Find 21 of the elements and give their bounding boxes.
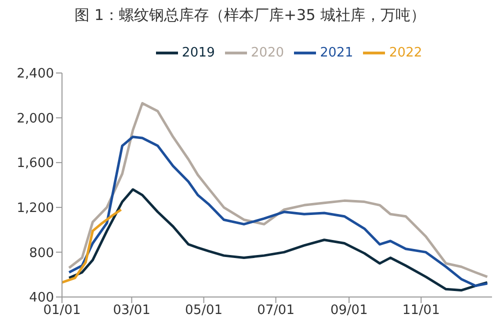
- y-tick-label: 1,200: [16, 201, 54, 216]
- chart-title: 图 1：螺纹钢总库存（样本厂库+35 城社库，万吨）: [74, 5, 426, 26]
- legend-label: 2021: [320, 46, 354, 61]
- line-series: [68, 102, 489, 278]
- x-tick-label: 05/01: [185, 303, 222, 318]
- y-tick-label: 2,000: [16, 111, 54, 126]
- line-series: [62, 208, 122, 284]
- x-tick-label: 01/01: [43, 303, 81, 318]
- x-tick-label: 11/01: [402, 303, 440, 318]
- y-tick-label: 800: [29, 246, 54, 261]
- y-tick-label: 400: [29, 290, 54, 306]
- x-tick-label: 03/01: [112, 303, 150, 318]
- line-series: [68, 188, 489, 292]
- x-tick-label: 07/01: [257, 303, 295, 318]
- legend-label: 2019: [182, 46, 215, 61]
- line-series: [68, 136, 489, 288]
- x-tick-label: 09/01: [330, 303, 368, 318]
- legend-label: 2020: [250, 46, 284, 61]
- legend-label: 2022: [389, 46, 422, 61]
- y-tick-label: 2,400: [16, 66, 54, 82]
- y-tick-label: 1,600: [16, 156, 54, 172]
